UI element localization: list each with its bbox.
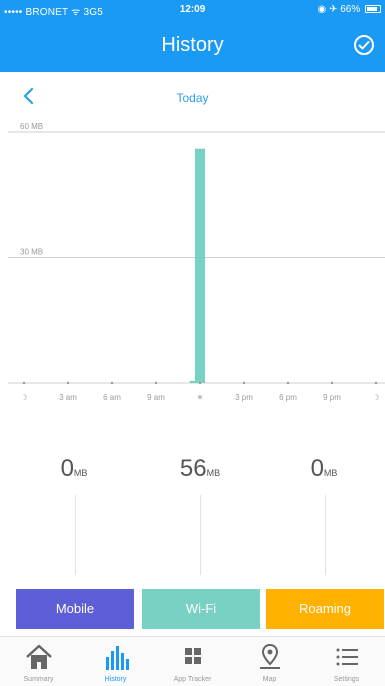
x-tick-dot bbox=[374, 381, 378, 385]
mobile-filter-button[interactable]: Mobile bbox=[16, 589, 134, 629]
usage-chart: 60 MB 30 MB ☽ 3 am 6 am 9 am ☀ 3 pm 6 pm 9 pm ☽ bbox=[8, 122, 385, 402]
tab-map-label: Map bbox=[262, 676, 277, 683]
x-tick-label: 3 pm bbox=[235, 393, 253, 402]
x-tick-label: 9 pm bbox=[323, 393, 341, 402]
x-tick-dot bbox=[330, 381, 334, 385]
y-gridline-label: 60 MB bbox=[20, 122, 43, 131]
battery-percentage: ◉ ✈ 66% bbox=[317, 4, 361, 15]
tab-app-tracker[interactable]: App Tracker bbox=[154, 637, 231, 686]
x-tick-dot bbox=[66, 381, 70, 385]
x-tick-dot bbox=[286, 381, 290, 385]
x-tick-dot bbox=[242, 381, 246, 385]
mobile-total-unit: MB bbox=[73, 468, 88, 478]
wifi-divider bbox=[200, 495, 201, 575]
x-tick-label: 6 pm bbox=[279, 393, 297, 402]
status-bar: ••••• BRONET ᯤ 3G5 12:09 ◉ ✈ 66% bbox=[0, 0, 385, 20]
bar-chart-icon bbox=[106, 646, 129, 670]
status-right: ◉ ✈ 66% bbox=[318, 4, 381, 15]
tab-history-label: History bbox=[104, 676, 127, 683]
tab-bar: Summary History App Tracker Map bbox=[0, 636, 385, 686]
x-tick-dot bbox=[110, 381, 114, 385]
home-icon bbox=[26, 644, 52, 669]
wifi-filter-button[interactable]: Wi-Fi bbox=[142, 589, 260, 629]
wifi-total-value: 56 bbox=[179, 455, 207, 482]
nav-bar: History bbox=[0, 20, 385, 72]
data-bar bbox=[195, 148, 205, 383]
mobile-total-value: 0 bbox=[60, 455, 74, 482]
page-title: History bbox=[161, 34, 224, 56]
carrier-signal: ••••• BRONET ᯤ 3G5 bbox=[4, 7, 103, 18]
mobile-divider bbox=[75, 495, 76, 575]
roaming-total-unit: MB bbox=[323, 468, 338, 478]
list-icon bbox=[336, 648, 358, 666]
x-tick-label: ☽ bbox=[372, 393, 379, 402]
x-tick-dot bbox=[198, 381, 202, 385]
clock-check-icon[interactable] bbox=[353, 34, 375, 56]
network-legend: Mobile Wi-Fi Roaming bbox=[16, 589, 384, 629]
roaming-filter-button[interactable]: Roaming bbox=[266, 589, 384, 629]
x-tick-dot bbox=[22, 381, 26, 385]
map-pin-icon bbox=[260, 643, 280, 669]
x-tick-label: 6 am bbox=[103, 393, 121, 402]
tab-summary-label: Summary bbox=[23, 676, 54, 683]
roaming-total-value: 0 bbox=[310, 455, 324, 482]
x-tick-label: 9 am bbox=[147, 393, 165, 402]
mobile-total: 0MB bbox=[14, 455, 134, 483]
status-time: 12:09 bbox=[179, 4, 206, 15]
x-tick-dot bbox=[154, 381, 158, 385]
y-gridline-label: 30 MB bbox=[20, 248, 43, 257]
tab-summary[interactable]: Summary bbox=[0, 637, 77, 686]
battery-icon bbox=[365, 5, 381, 13]
tab-app-tracker-label: App Tracker bbox=[173, 676, 212, 683]
data-bar bbox=[189, 380, 196, 383]
tab-history[interactable]: History bbox=[77, 637, 154, 686]
wifi-total: 56MB bbox=[140, 455, 260, 483]
x-tick-label: ☽ bbox=[20, 393, 27, 402]
usage-totals: 0MB 56MB 0MB bbox=[0, 455, 385, 495]
roaming-divider bbox=[325, 495, 326, 575]
date-navigation: Today bbox=[0, 78, 385, 114]
chevron-left-icon[interactable] bbox=[20, 86, 38, 106]
grid-icon bbox=[185, 648, 201, 664]
tab-settings[interactable]: Settings bbox=[308, 637, 385, 686]
date-label: Today bbox=[176, 91, 209, 105]
x-tick-label: ☀ bbox=[196, 393, 203, 402]
roaming-total: 0MB bbox=[264, 455, 384, 483]
tab-map[interactable]: Map bbox=[231, 637, 308, 686]
x-tick-label: 3 am bbox=[59, 393, 77, 402]
tab-settings-label: Settings bbox=[333, 676, 360, 683]
wifi-total-unit: MB bbox=[206, 468, 221, 478]
